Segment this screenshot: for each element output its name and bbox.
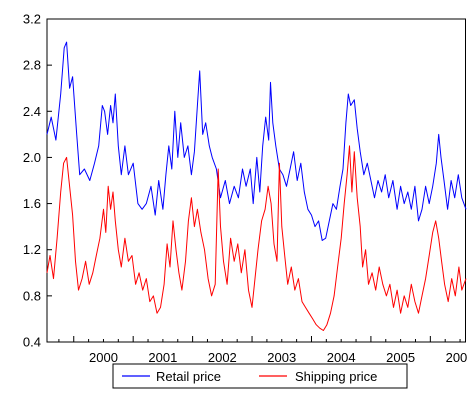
- x-tick-label: 2005: [386, 350, 415, 365]
- legend-item-retail-price-label: Retail price: [156, 369, 221, 384]
- plot-frame: [46, 18, 466, 343]
- series-line-retail-price: [46, 41, 467, 241]
- x-tick-label: 2006: [446, 350, 467, 365]
- y-tick-label: 0.8: [23, 288, 41, 303]
- legend: Retail price Shipping price: [112, 363, 408, 389]
- series-line-shipping-price: [46, 145, 467, 331]
- plot-border: [46, 18, 466, 343]
- y-tick-label: 0.4: [23, 335, 41, 350]
- x-tick-label: 2004: [327, 350, 356, 365]
- y-axis: 0.4 0.8 1.2 1.6 2.0 2.4 2.8 3.2: [23, 12, 52, 350]
- x-tick-label: 2000: [89, 350, 118, 365]
- legend-item-shipping-price-label: Shipping price: [295, 369, 377, 384]
- y-tick-label: 1.6: [23, 196, 41, 211]
- series-layer: [46, 41, 467, 331]
- x-tick-label: 2001: [148, 350, 177, 365]
- y-tick-label: 2.4: [23, 104, 41, 119]
- y-tick-label: 2.0: [23, 150, 41, 165]
- x-tick-label: 2002: [208, 350, 237, 365]
- x-axis: 2000 2001 2002 2003 2004 2005 2006: [58, 336, 467, 365]
- x-tick-label: 2003: [267, 350, 296, 365]
- y-tick-label: 2.8: [23, 58, 41, 73]
- y-tick-label: 3.2: [23, 12, 41, 27]
- y-tick-label: 1.2: [23, 242, 41, 257]
